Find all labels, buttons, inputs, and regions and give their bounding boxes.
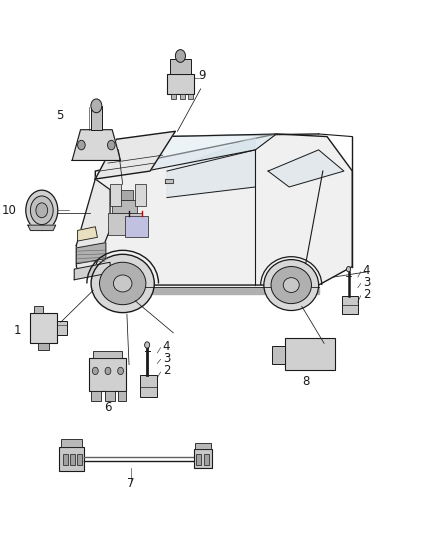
Bar xyxy=(195,443,211,449)
Ellipse shape xyxy=(271,266,311,304)
Bar xyxy=(38,343,49,350)
Bar xyxy=(194,449,212,468)
Polygon shape xyxy=(165,179,173,183)
Polygon shape xyxy=(74,262,110,280)
Ellipse shape xyxy=(346,266,351,272)
Polygon shape xyxy=(78,227,97,241)
Ellipse shape xyxy=(118,367,124,375)
Bar xyxy=(272,345,285,364)
Bar xyxy=(63,454,68,465)
Text: 9: 9 xyxy=(198,69,206,82)
Polygon shape xyxy=(146,134,276,171)
Ellipse shape xyxy=(105,367,111,375)
Ellipse shape xyxy=(91,99,102,113)
Ellipse shape xyxy=(36,203,48,217)
Ellipse shape xyxy=(92,367,98,375)
Polygon shape xyxy=(28,225,56,230)
Polygon shape xyxy=(76,179,110,277)
Bar xyxy=(180,94,185,100)
Text: 7: 7 xyxy=(127,478,135,490)
Bar xyxy=(342,296,358,314)
Bar xyxy=(196,454,201,465)
Bar xyxy=(57,320,67,335)
Ellipse shape xyxy=(26,190,58,230)
Bar xyxy=(285,338,335,370)
Bar xyxy=(91,391,101,401)
Bar xyxy=(167,74,194,94)
Polygon shape xyxy=(268,150,344,187)
Ellipse shape xyxy=(283,278,299,293)
Text: 5: 5 xyxy=(57,109,64,122)
Text: 2: 2 xyxy=(363,288,371,301)
Polygon shape xyxy=(167,136,255,198)
Text: 4: 4 xyxy=(163,340,170,352)
Bar xyxy=(125,216,148,237)
Bar xyxy=(108,214,141,235)
Bar xyxy=(34,306,42,313)
Bar xyxy=(105,391,115,401)
Ellipse shape xyxy=(107,140,115,150)
Bar xyxy=(89,358,126,391)
Ellipse shape xyxy=(30,196,53,224)
Ellipse shape xyxy=(264,260,318,311)
Text: 8: 8 xyxy=(302,375,310,388)
Bar xyxy=(60,447,84,471)
Text: 10: 10 xyxy=(2,204,17,217)
Bar xyxy=(112,200,138,214)
Bar xyxy=(91,106,102,130)
Polygon shape xyxy=(110,287,318,294)
Bar xyxy=(140,375,157,398)
Bar xyxy=(171,94,176,100)
Polygon shape xyxy=(72,130,120,160)
Text: 1: 1 xyxy=(14,324,21,337)
Bar xyxy=(135,184,146,206)
Bar xyxy=(110,184,120,206)
Ellipse shape xyxy=(99,262,146,305)
Text: 3: 3 xyxy=(163,352,170,365)
Text: 6: 6 xyxy=(104,400,111,414)
Bar xyxy=(188,94,193,100)
Ellipse shape xyxy=(175,50,185,62)
Text: 3: 3 xyxy=(363,276,370,289)
Bar xyxy=(117,190,133,200)
Bar xyxy=(61,439,82,447)
Polygon shape xyxy=(95,131,175,179)
Bar xyxy=(170,59,191,74)
Ellipse shape xyxy=(145,342,150,348)
Bar xyxy=(70,454,75,465)
Bar xyxy=(118,391,127,401)
Text: 4: 4 xyxy=(363,264,371,277)
Bar xyxy=(204,454,209,465)
Polygon shape xyxy=(95,134,352,285)
Polygon shape xyxy=(76,243,106,264)
Bar xyxy=(93,351,122,358)
Ellipse shape xyxy=(113,275,132,292)
Bar xyxy=(77,454,82,465)
Text: 2: 2 xyxy=(163,365,170,377)
Bar xyxy=(30,313,57,343)
Ellipse shape xyxy=(91,254,154,313)
Ellipse shape xyxy=(78,140,85,150)
